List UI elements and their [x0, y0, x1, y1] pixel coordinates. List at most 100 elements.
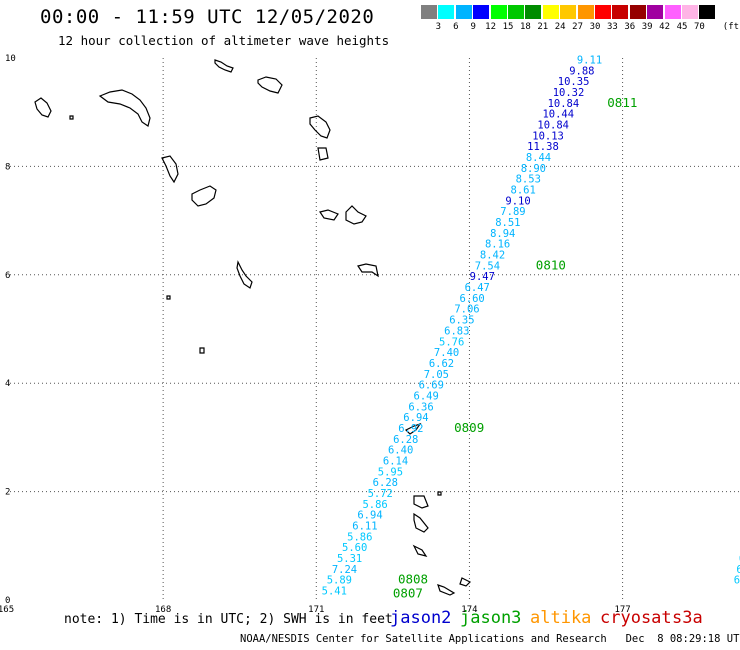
legend-jason3: jason3	[460, 608, 522, 628]
wave-height-value: 8.94	[490, 228, 515, 240]
y-tick-label: 10	[5, 54, 16, 64]
wave-height-value: 5.95	[378, 466, 403, 478]
wave-height-value: 5.60	[342, 542, 367, 554]
wave-height-value: 6.47	[465, 282, 490, 294]
colorbar-swatch	[577, 5, 594, 19]
colorbar-swatch	[455, 5, 472, 19]
x-tick-label: 174	[461, 605, 477, 615]
y-tick-label: 8	[5, 162, 10, 172]
axis-tick-labels: 165 168 171 174 177 10 8 6 4 2 0	[0, 54, 631, 615]
wave-height-value: 6.3	[739, 553, 740, 565]
wave-height-value: 8.90	[521, 163, 546, 175]
island	[199, 347, 205, 354]
wave-height-value: 6.28	[393, 434, 418, 446]
colorbar-swatch	[421, 5, 437, 19]
colorbar-swatch	[629, 5, 646, 19]
colorbar-swatch	[699, 5, 716, 19]
colorbar-label: 33	[606, 22, 618, 32]
colorbar-swatch	[595, 5, 611, 19]
colorbar-swatch	[612, 5, 629, 19]
island-outlines	[34, 59, 472, 596]
wave-height-value: 8.53	[516, 174, 541, 186]
y-tick-label: 0	[5, 596, 10, 606]
wave-height-value: 8.42	[480, 250, 505, 262]
colorbar-label: 27	[572, 22, 584, 32]
colorbar-swatch	[438, 5, 455, 19]
wave-height-value: 7.40	[434, 347, 459, 359]
legend-cryosat: cryosat	[600, 608, 672, 628]
island	[166, 295, 171, 300]
colorbar-label: 30	[589, 22, 601, 32]
units-note: note: 1) Time is in UTC; 2) SWH is in fe…	[64, 612, 393, 627]
wave-height-value: 5.89	[327, 575, 352, 587]
wave-height-value: 9.47	[470, 271, 495, 283]
y-tick-label: 6	[5, 271, 10, 281]
y-tick-label: 2	[5, 488, 10, 498]
colorbar-label: 15	[502, 22, 514, 32]
wave-height-value: 6.83	[444, 325, 469, 337]
wave-height-value: 6.5	[734, 575, 740, 587]
colorbar-label: 45	[676, 22, 688, 32]
wave-height-track: 9.119.8810.3510.3210.8410.4410.8410.1311…	[322, 54, 740, 597]
wave-height-value: 9.10	[505, 195, 530, 207]
colorbar-label: 39	[641, 22, 653, 32]
colorbar-swatch	[647, 5, 664, 19]
colorbar-label: 21	[537, 22, 549, 32]
wave-height-value: 6.40	[388, 445, 413, 457]
wave-height-value: 7.54	[475, 260, 500, 272]
y-tick-label: 4	[5, 379, 10, 389]
island	[214, 59, 234, 73]
wave-height-value: 5.31	[337, 553, 362, 565]
island	[404, 422, 422, 435]
island	[413, 495, 429, 509]
wave-height-value: 9.88	[569, 65, 594, 77]
island	[437, 491, 442, 496]
island	[317, 147, 329, 161]
island	[236, 260, 253, 289]
colorbar-swatch	[525, 5, 542, 19]
island	[345, 205, 367, 225]
colorbar-label: 9	[470, 22, 476, 32]
wave-height-value: 10.84	[548, 98, 580, 110]
wave-height-value: 10.44	[542, 109, 574, 121]
page-title: 00:00 - 11:59 UTC 12/05/2020	[40, 6, 375, 28]
legend-altika: altika	[530, 608, 592, 628]
island	[191, 185, 217, 207]
colorbar-swatch	[542, 5, 559, 19]
colorbar-swatch	[490, 5, 507, 19]
island	[34, 97, 52, 118]
wave-height-value: 10.35	[558, 76, 590, 88]
wave-height-value: 5.41	[322, 586, 347, 598]
wave-height-value: 5.86	[362, 499, 387, 511]
wave-height-value: 6.35	[449, 315, 474, 327]
wave-height-value: 6.49	[414, 390, 439, 402]
wave-height-value: 8.44	[526, 152, 551, 164]
colorbar-label: 12	[485, 22, 497, 32]
island	[319, 209, 339, 221]
wave-height-value: 7.24	[332, 564, 357, 576]
wave-height-value: 10.13	[532, 130, 564, 142]
island	[161, 155, 179, 184]
x-tick-label: 177	[614, 605, 630, 615]
wave-height-value: 5.86	[347, 531, 372, 543]
island	[309, 115, 331, 139]
time-label: 0807	[393, 585, 423, 600]
legend-s3a: s3a	[672, 608, 703, 628]
colorbar-label: 42	[659, 22, 671, 32]
island	[459, 577, 472, 587]
wave-height-value: 5.72	[368, 488, 393, 500]
colorbar-label: 18	[519, 22, 531, 32]
colorbar-swatch	[473, 5, 490, 19]
colorbar-swatch	[560, 5, 577, 19]
wave-height-value: 7.89	[500, 206, 525, 218]
wave-height-value: 10.84	[537, 119, 569, 131]
colorbar-swatch	[682, 5, 698, 19]
wave-height-value: 6.94	[403, 412, 428, 424]
wave-height-value: 11.38	[527, 141, 559, 153]
colorbar-label: 24	[554, 22, 566, 32]
island	[412, 544, 428, 557]
wave-height-value: 6.69	[419, 380, 444, 392]
page-subtitle: 12 hour collection of altimeter wave hei…	[58, 33, 390, 48]
wave-height-value: 5.76	[439, 336, 464, 348]
